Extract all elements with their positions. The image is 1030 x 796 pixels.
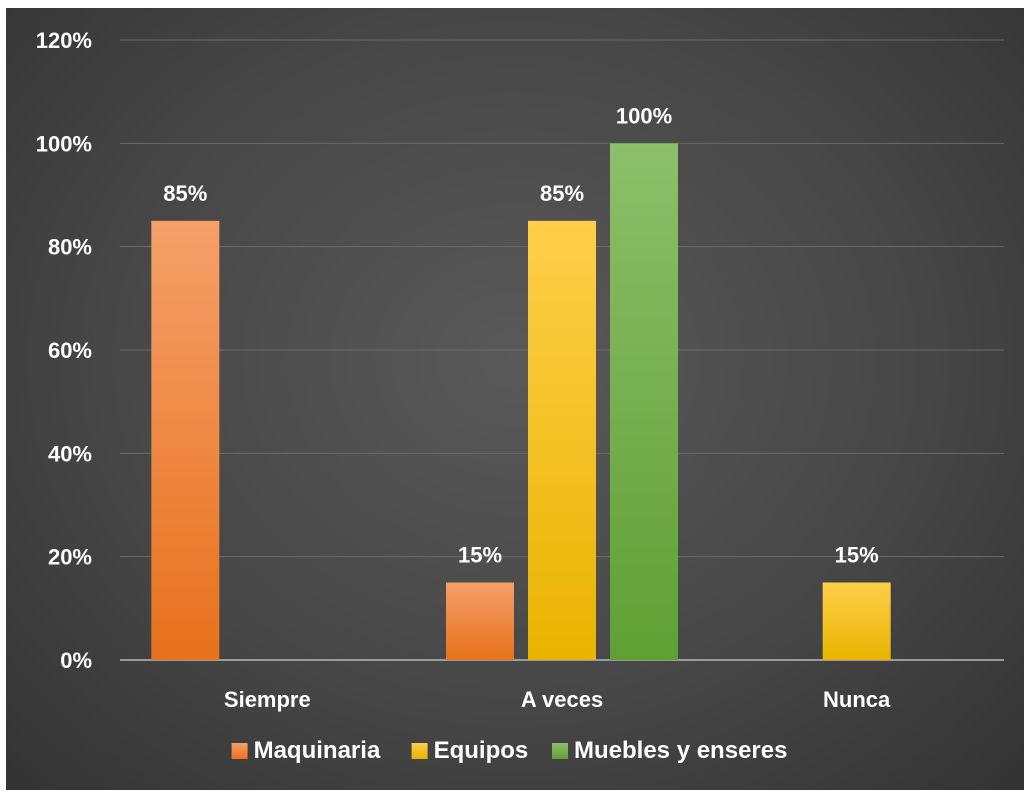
x-category-label: Siempre [224, 687, 311, 712]
data-label: 85% [540, 181, 584, 206]
y-tick-label: 120% [36, 28, 92, 53]
bar [610, 143, 678, 661]
bar [528, 220, 596, 661]
legend-label: Equipos [434, 737, 529, 764]
legend: Maquinaria Equipos Muebles y enseres [231, 737, 787, 764]
y-tick-label: 20% [48, 545, 92, 570]
x-category-label: Nunca [823, 687, 891, 712]
data-label: 15% [458, 543, 502, 568]
bars [151, 143, 891, 661]
chart-area: 0% 20% 40% 60% 80% 100% 120% 85% 15% 85% 100% 15% … [6, 8, 1024, 790]
legend-label: Muebles y enseres [574, 737, 787, 764]
y-tick-label: 100% [36, 131, 92, 156]
bar [822, 582, 891, 660]
bar [446, 582, 514, 660]
bar [151, 220, 220, 661]
y-tick-label: 60% [48, 338, 92, 363]
data-labels: 85% 15% 85% 100% 15% [163, 103, 878, 567]
y-tick-label: 40% [48, 441, 92, 466]
data-label: 85% [163, 181, 207, 206]
x-axis-categories: Siempre A veces Nunca [224, 687, 891, 712]
y-tick-label: 80% [48, 235, 92, 260]
data-label: 15% [835, 543, 879, 568]
y-tick-label: 0% [60, 648, 92, 673]
y-axis-ticks: 0% 20% 40% 60% 80% 100% 120% [36, 28, 92, 673]
bar-chart: 0%20%40%60%80%100%120% 85%15%85%100%15% … [36, 28, 1004, 764]
legend-swatch [231, 743, 248, 759]
data-label: 100% [616, 103, 672, 128]
legend-swatch [411, 743, 428, 759]
legend-label: Maquinaria [254, 737, 381, 764]
x-category-label: A veces [521, 687, 603, 712]
legend-swatch [552, 743, 568, 759]
